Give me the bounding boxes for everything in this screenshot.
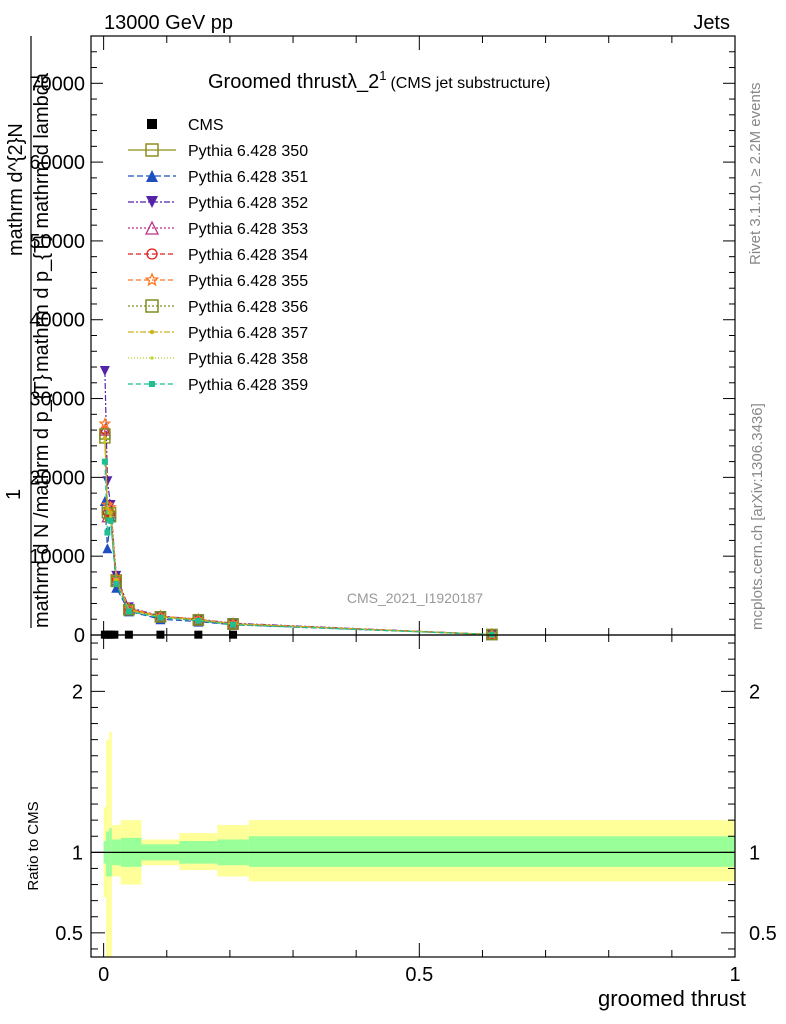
main-y-axis-label: mathrm d^{2}N mathrm d p_{T} mathrm d la…: [3, 36, 53, 628]
legend-label: Pythia 6.428 358: [188, 351, 308, 368]
legend-marker-cms: [147, 119, 157, 129]
y-tick-label: 60000: [29, 152, 85, 174]
legend: CMS Pythia 6.428 350 Pythia 6.428 351 Pythi…: [128, 117, 308, 394]
y-tick-label: 10000: [29, 546, 85, 568]
main-plot-series: [98, 365, 499, 641]
series-line: [104, 461, 492, 636]
data-point: [195, 617, 202, 624]
ratio-y-tick-label-right: 0.5: [749, 923, 777, 945]
ylabel-line-3: 1: [3, 489, 25, 500]
x-tick-label: 0: [98, 964, 109, 986]
series-9: [103, 440, 494, 637]
legend-label: Pythia 6.428 351: [188, 169, 308, 186]
chart-title: Groomed thrustλ_21 (CMS jet substructure): [208, 68, 550, 93]
mcplots-label: mcplots.cern.ch [arXiv:1306.3436]: [749, 403, 766, 630]
chart-title-symbol: λ_2: [347, 71, 379, 93]
rivet-label: Rivet 3.1.10, ≥ 2.2M events: [747, 83, 764, 266]
legend-marker: [146, 248, 158, 260]
data-point: [99, 365, 110, 376]
ylabel-line-1: mathrm d^{2}N: [5, 123, 27, 256]
ratio-y-tick-label-right: 1: [749, 842, 760, 864]
legend-marker: [146, 196, 158, 208]
data-point: [103, 440, 107, 444]
data-point: [157, 614, 164, 621]
legend-marker: [144, 272, 160, 287]
ratio-stat-band: [248, 836, 735, 867]
x-axis-label: groomed thrust: [598, 986, 746, 1011]
ylabel-line-2: mathrm d p_{T} mathrm d lambda: [31, 72, 53, 372]
process-label: Jets: [693, 12, 730, 34]
chart-subtitle: (CMS jet substructure): [390, 75, 550, 92]
ratio-bands: [91, 731, 735, 957]
x-tick-label: 1: [729, 964, 740, 986]
data-point: [230, 621, 237, 628]
ratio-x-axis-ticks: 0 0.5 1: [98, 635, 741, 986]
data-point: [108, 515, 113, 519]
data-point: [101, 458, 108, 465]
data-point: [107, 517, 114, 524]
data-point: [123, 604, 135, 616]
series-1: [99, 432, 498, 641]
watermark: CMS_2021_I1920187: [347, 590, 483, 606]
legend-marker: [150, 356, 154, 360]
legend-marker: [144, 220, 160, 235]
data-point: [104, 529, 111, 536]
ratio-stat-band: [106, 831, 110, 877]
data-point: [108, 510, 113, 516]
ratio-y-axis-label: Ratio to CMS: [25, 801, 42, 890]
main-plot-panel: 0 10000 20000 30000 40000 50000 60000 70000 CMS…: [3, 35, 736, 647]
ylabel-line-4: mathrm d N /mathrm d p_{T}: [31, 374, 53, 628]
legend-marker: [146, 170, 158, 182]
y-tick-label: 30000: [29, 389, 85, 411]
legend-label: Pythia 6.428 357: [188, 325, 308, 342]
data-point: [102, 435, 108, 441]
y-tick-label: 0: [74, 625, 85, 647]
chart-title-sup: 1: [379, 68, 386, 83]
energy-label: 13000 GeV pp: [104, 12, 233, 34]
legend-label: Pythia 6.428 355: [188, 273, 308, 290]
legend-label-cms: CMS: [188, 117, 224, 134]
y-tick-label: 20000: [29, 467, 85, 489]
data-point: [102, 476, 113, 487]
data-point: [125, 608, 132, 615]
legend-marker: [145, 299, 159, 313]
series-7: [99, 428, 498, 641]
ratio-y-tick-label: 0.5: [55, 923, 83, 945]
main-y-axis-ticks: 0 10000 20000 30000 40000 50000 60000 70000: [29, 35, 735, 647]
legend-label: Pythia 6.428 356: [188, 299, 308, 316]
ratio-y-tick-label: 2: [72, 681, 83, 703]
series-5: [100, 425, 497, 640]
legend-marker: [145, 143, 159, 157]
ratio-plot-panel: 0.5 0.51 12 2 0 0.5 1 Ratio to CMS groomed th…: [25, 634, 777, 1011]
legend-label: Pythia 6.428 352: [188, 195, 308, 212]
x-tick-label: 0.5: [405, 964, 433, 986]
data-point: [102, 543, 113, 554]
legend-label: Pythia 6.428 353: [188, 221, 308, 238]
legend-label: Pythia 6.428 354: [188, 247, 308, 264]
ratio-y-tick-label: 1: [72, 842, 83, 864]
series-8: [102, 435, 495, 637]
y-tick-label: 40000: [29, 310, 85, 332]
ratio-y-tick-label-right: 2: [749, 681, 760, 703]
data-point: [98, 417, 112, 430]
legend-marker: [149, 329, 155, 335]
legend-marker: [149, 381, 155, 387]
ratio-plot-frame: [90, 634, 736, 958]
legend-label: Pythia 6.428 359: [188, 377, 308, 394]
legend-label: Pythia 6.428 350: [188, 143, 308, 160]
series-4: [98, 423, 498, 641]
data-point: [113, 580, 120, 587]
y-tick-label: 50000: [29, 231, 85, 253]
ratio-y-axis-ticks: 0.5 0.5 1 1 2 2: [55, 642, 777, 950]
y-tick-label: 70000: [29, 73, 85, 95]
chart-title-text: Groomed thrust: [208, 71, 347, 93]
data-point: [105, 506, 110, 512]
